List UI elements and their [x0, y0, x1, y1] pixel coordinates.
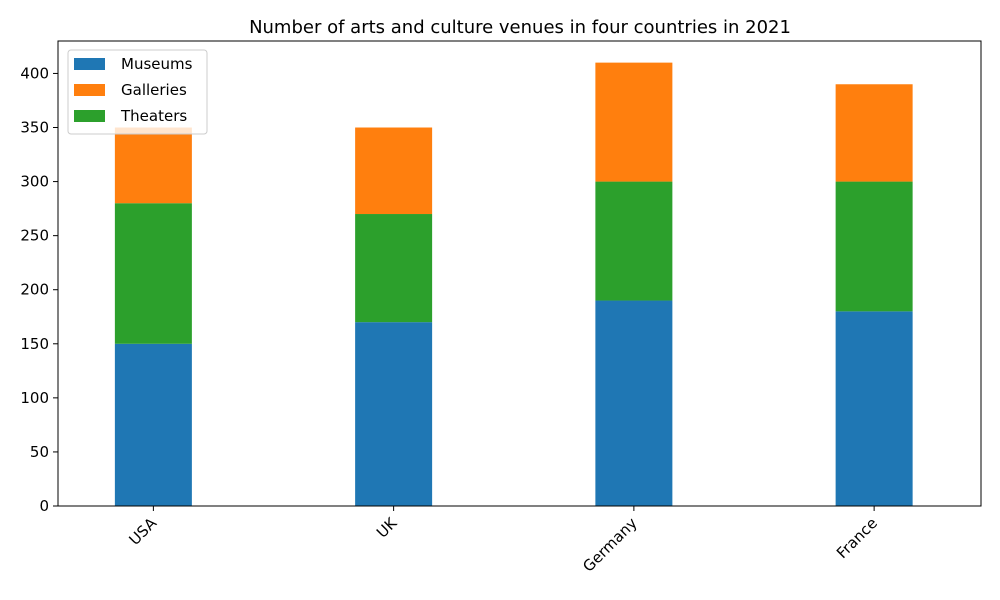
bar-museums-uk — [355, 322, 433, 506]
bar-theaters-germany — [595, 181, 673, 301]
legend-swatch-galleries — [74, 84, 105, 96]
x-tick-label: France — [833, 514, 881, 562]
legend-label-galleries: Galleries — [121, 81, 187, 99]
y-tick-label: 250 — [20, 227, 49, 245]
x-tick-label: UK — [373, 513, 401, 541]
bar-theaters-france — [835, 181, 913, 312]
y-tick-label: 350 — [20, 119, 49, 137]
bar-galleries-germany — [595, 62, 673, 182]
bar-theaters-uk — [355, 214, 433, 323]
legend: Museums Galleries Theaters — [67, 49, 208, 135]
bars-layer — [114, 62, 913, 506]
plot-frame — [57, 40, 982, 507]
y-tick-label: 100 — [20, 389, 49, 407]
x-tick-label: USA — [126, 514, 161, 549]
legend-swatch-theaters — [74, 110, 105, 122]
legend-label-museums: Museums — [121, 55, 193, 73]
y-tick-label: 0 — [39, 497, 49, 515]
y-tick-label: 400 — [20, 64, 49, 82]
legend-swatch-museums — [74, 58, 105, 70]
chart-title: Number of arts and culture venues in fou… — [249, 17, 791, 38]
legend-label-theaters: Theaters — [120, 107, 187, 125]
bar-museums-germany — [595, 300, 673, 506]
y-tick-label: 300 — [20, 173, 49, 191]
bar-galleries-usa — [114, 127, 192, 204]
bar-galleries-uk — [355, 127, 433, 215]
x-tick-label: Germany — [579, 514, 641, 576]
bar-museums-usa — [114, 343, 192, 506]
bar-museums-france — [835, 311, 913, 506]
bar-galleries-france — [835, 84, 913, 182]
bar-theaters-usa — [114, 203, 192, 344]
y-tick-label: 50 — [30, 443, 49, 461]
y-tick-label: 150 — [20, 335, 49, 353]
y-tick-label: 200 — [20, 281, 49, 299]
